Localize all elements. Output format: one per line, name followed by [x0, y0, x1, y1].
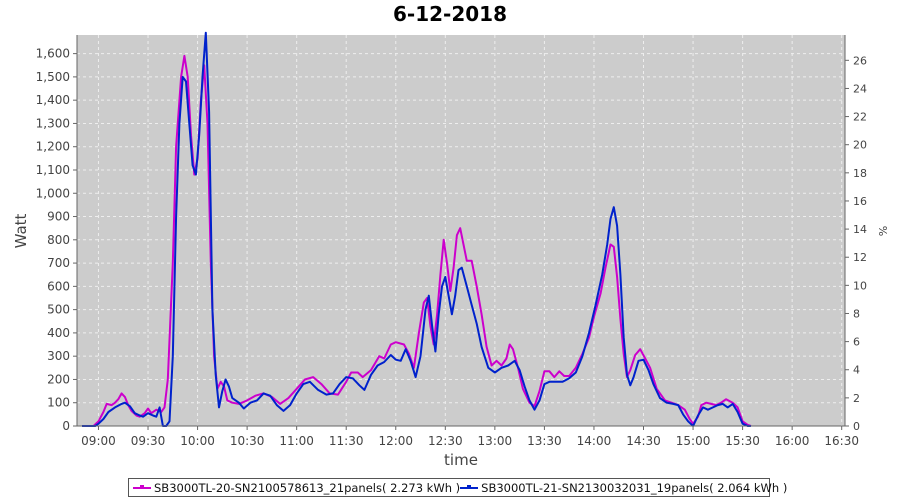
gridlines [77, 35, 845, 426]
y-right-tick-label: 8 [853, 307, 860, 320]
y-tick-label: 1,100 [36, 163, 70, 177]
y-right-tick-label: 18 [853, 167, 867, 180]
x-tick-label: 10:00 [180, 434, 215, 448]
y-right-tick-label: 6 [853, 336, 860, 349]
y-right-tick-label: 22 [853, 111, 867, 124]
x-tick-label: 15:00 [676, 434, 711, 448]
y-tick-label: 900 [47, 210, 70, 224]
x-tick-label: 09:00 [81, 434, 116, 448]
y-tick-label: 1,600 [36, 47, 70, 61]
x-axis-label: time [444, 451, 478, 469]
y-tick-label: 300 [47, 349, 70, 363]
y-tick-label: 1,200 [36, 140, 70, 154]
y-right-tick-label: 16 [853, 195, 867, 208]
y-axis-right-label: % [876, 226, 889, 236]
y-tick-label: 700 [47, 256, 70, 270]
y-axis-label: Watt [12, 213, 30, 248]
chart-title: 6-12-2018 [393, 2, 507, 26]
series-line-2 [82, 31, 751, 427]
y-tick-label: 100 [47, 396, 70, 410]
legend-swatch-series-1 [133, 484, 151, 489]
x-tick-label: 13:30 [527, 434, 562, 448]
x-tick-label: 14:00 [577, 434, 612, 448]
y-tick-label: 400 [47, 326, 70, 340]
x-tick-label: 16:00 [775, 434, 810, 448]
x-tick-label: 10:30 [230, 434, 265, 448]
y-tick-label: 800 [47, 233, 70, 247]
x-tick-label: 15:30 [725, 434, 760, 448]
x-tick-label: 13:00 [478, 434, 513, 448]
legend-item-series-1: SB3000TL-20-SN2100578613_21panels( 2.273… [133, 481, 460, 495]
x-tick-label: 16:30 [824, 434, 859, 448]
x-tick-label: 12:30 [428, 434, 463, 448]
y-tick-label: 1,300 [36, 116, 70, 130]
y-tick-label: 1,400 [36, 93, 70, 107]
y-right-tick-label: 0 [853, 420, 860, 433]
series-line-1 [82, 54, 752, 427]
y-tick-label: 600 [47, 279, 70, 293]
y-right-tick-label: 24 [853, 82, 867, 95]
x-tick-label: 11:30 [329, 434, 364, 448]
x-tick-label: 09:30 [131, 434, 166, 448]
y-right-tick-label: 26 [853, 54, 867, 67]
x-tick-label: 11:00 [279, 434, 314, 448]
axes [73, 35, 849, 430]
tick-labels: 09:00 09:30 10:00 10:30 11:00 11:30 12:00 12:30… [36, 47, 867, 448]
legend: SB3000TL-20-SN2100578613_21panels( 2.273… [128, 478, 787, 497]
series-lines [82, 31, 752, 427]
y-tick-label: 200 [47, 372, 70, 386]
y-tick-label: 0 [62, 419, 70, 433]
y-tick-label: 1,000 [36, 186, 70, 200]
x-tick-label: 12:00 [378, 434, 413, 448]
y-right-tick-label: 4 [853, 364, 860, 377]
y-right-tick-label: 20 [853, 139, 867, 152]
y-tick-label: 1,500 [36, 70, 70, 84]
y-right-tick-label: 12 [853, 251, 867, 264]
legend-swatch-series-2 [460, 484, 479, 489]
legend-item-series-2: SB3000TL-21-SN2130032031_19panels( 2.064… [460, 481, 787, 495]
y-right-tick-label: 2 [853, 392, 860, 405]
legend-label-series-1: SB3000TL-20-SN2100578613_21panels( 2.273… [154, 480, 461, 495]
x-tick-label: 14:30 [626, 434, 661, 448]
legend-label-series-2: SB3000TL-21-SN2130032031_19panels( 2.064… [481, 480, 788, 495]
y-right-tick-label: 10 [853, 279, 867, 292]
y-tick-label: 500 [47, 303, 70, 317]
y-right-tick-label: 14 [853, 223, 867, 236]
